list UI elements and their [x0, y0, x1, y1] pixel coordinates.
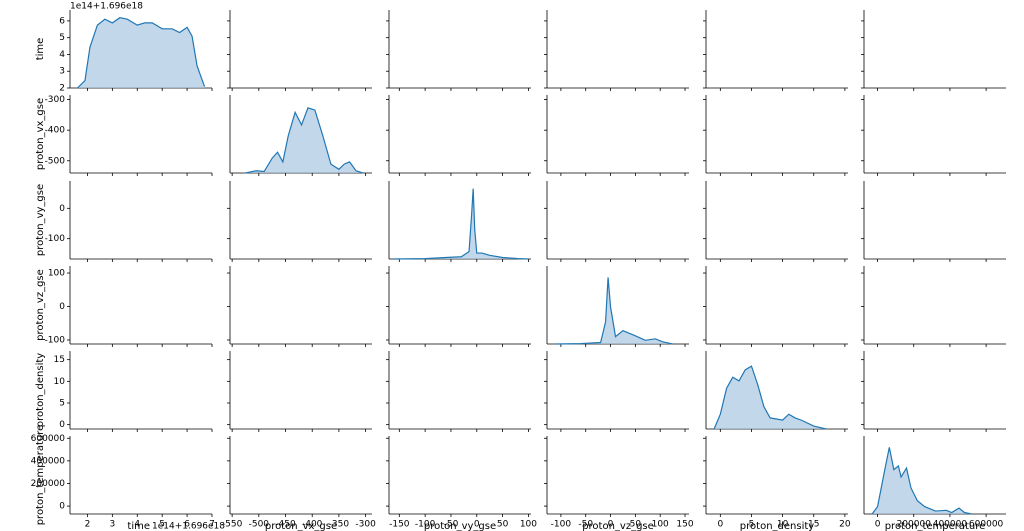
- x-tick-label: -50: [444, 520, 459, 530]
- kde-area: [245, 107, 363, 173]
- y-tick-label: -100: [45, 335, 66, 345]
- y-tick-label: 0: [59, 302, 65, 312]
- x-tick-label: 400000: [933, 520, 968, 530]
- x-tick-label: -50: [578, 520, 593, 530]
- y-tick-label: -100: [45, 234, 66, 244]
- y-axis-label: time: [35, 38, 46, 61]
- y-axis-label: proton_temperature: [35, 425, 46, 526]
- y-tick-label: 600000: [31, 434, 66, 444]
- y-tick-label: 4: [59, 50, 65, 60]
- y-axis-label: proton_vx_gse: [35, 98, 46, 170]
- y-tick-label: 0: [59, 502, 65, 512]
- kde-area: [872, 447, 972, 514]
- y-tick-label: 3: [59, 67, 65, 77]
- x-axis-label: proton_vx_gse: [265, 521, 337, 531]
- y-tick-label: 100: [48, 269, 65, 279]
- x-axis-label: proton_density: [740, 521, 814, 531]
- y-tick-label: 6: [59, 16, 65, 26]
- kde-area: [555, 277, 673, 344]
- kde-line: [555, 277, 673, 345]
- x-tick-label: 0: [608, 520, 614, 530]
- x-tick-label: -300: [355, 520, 376, 530]
- x-tick-label: -400: [302, 520, 323, 530]
- x-axis-label: proton_vy_gse: [424, 521, 496, 531]
- x-tick-label: 0: [717, 520, 723, 530]
- x-tick-label: -500: [249, 520, 270, 530]
- y-tick-label: 15: [54, 355, 65, 365]
- x-tick-label: 5: [749, 520, 755, 530]
- kde-area: [77, 17, 205, 89]
- x-tick-label: 20: [839, 520, 851, 530]
- x-tick-label: 2: [85, 520, 91, 530]
- y-tick-label: -300: [45, 95, 66, 105]
- y-tick-label: 5: [59, 399, 65, 409]
- y-tick-label: 400000: [31, 456, 66, 466]
- kde-line: [871, 447, 972, 515]
- x-offset-label: 1e14+1.696e18: [152, 522, 225, 531]
- x-tick-label: 150: [676, 520, 693, 530]
- x-tick-label: -150: [389, 520, 410, 530]
- x-tick-label: -100: [551, 520, 572, 530]
- x-tick-label: 4: [134, 520, 140, 530]
- x-tick-label: 15: [808, 520, 819, 530]
- kde-line: [245, 107, 364, 174]
- kde-area: [714, 366, 827, 429]
- x-tick-label: 6: [184, 520, 190, 530]
- y-tick-label: -500: [45, 156, 66, 166]
- y-tick-label: 200000: [31, 479, 66, 489]
- offset-label: 1e14+1.696e18: [70, 2, 143, 12]
- kde-line: [77, 17, 206, 89]
- x-tick-label: 600000: [969, 520, 1004, 530]
- kde-line: [713, 365, 827, 430]
- x-tick-label: 50: [497, 520, 509, 530]
- y-tick-label: -400: [45, 126, 66, 136]
- x-tick-label: -350: [329, 520, 350, 530]
- x-tick-label: 5: [159, 520, 165, 530]
- x-tick-label: -450: [275, 520, 296, 530]
- y-axis-label: proton_vy_gse: [35, 184, 46, 256]
- x-axis-label: proton_vz_gse: [582, 521, 654, 531]
- x-tick-label: 100: [652, 520, 669, 530]
- x-tick-label: 10: [777, 520, 789, 530]
- x-tick-label: -550: [222, 520, 243, 530]
- y-tick-label: 2: [59, 84, 65, 94]
- x-tick-label: 7: [209, 520, 215, 530]
- x-tick-label: 0: [875, 520, 881, 530]
- x-tick-label: 3: [109, 520, 115, 530]
- y-axis-label: proton_vz_gse: [35, 269, 46, 341]
- kde-line: [394, 188, 529, 260]
- x-tick-label: 200000: [897, 520, 932, 530]
- x-tick-label: 0: [474, 520, 480, 530]
- y-tick-label: 5: [59, 33, 65, 43]
- x-axis-label: proton_temperature: [885, 521, 986, 531]
- y-tick-label: 0: [59, 204, 65, 214]
- y-tick-label: 0: [59, 420, 65, 430]
- y-axis-label: proton_density: [35, 353, 46, 427]
- x-tick-label: 50: [630, 520, 642, 530]
- x-tick-label: -100: [415, 520, 436, 530]
- y-tick-label: 10: [54, 377, 66, 387]
- x-axis-label: time: [127, 521, 150, 531]
- x-tick-label: 100: [520, 520, 537, 530]
- kde-area: [394, 188, 529, 259]
